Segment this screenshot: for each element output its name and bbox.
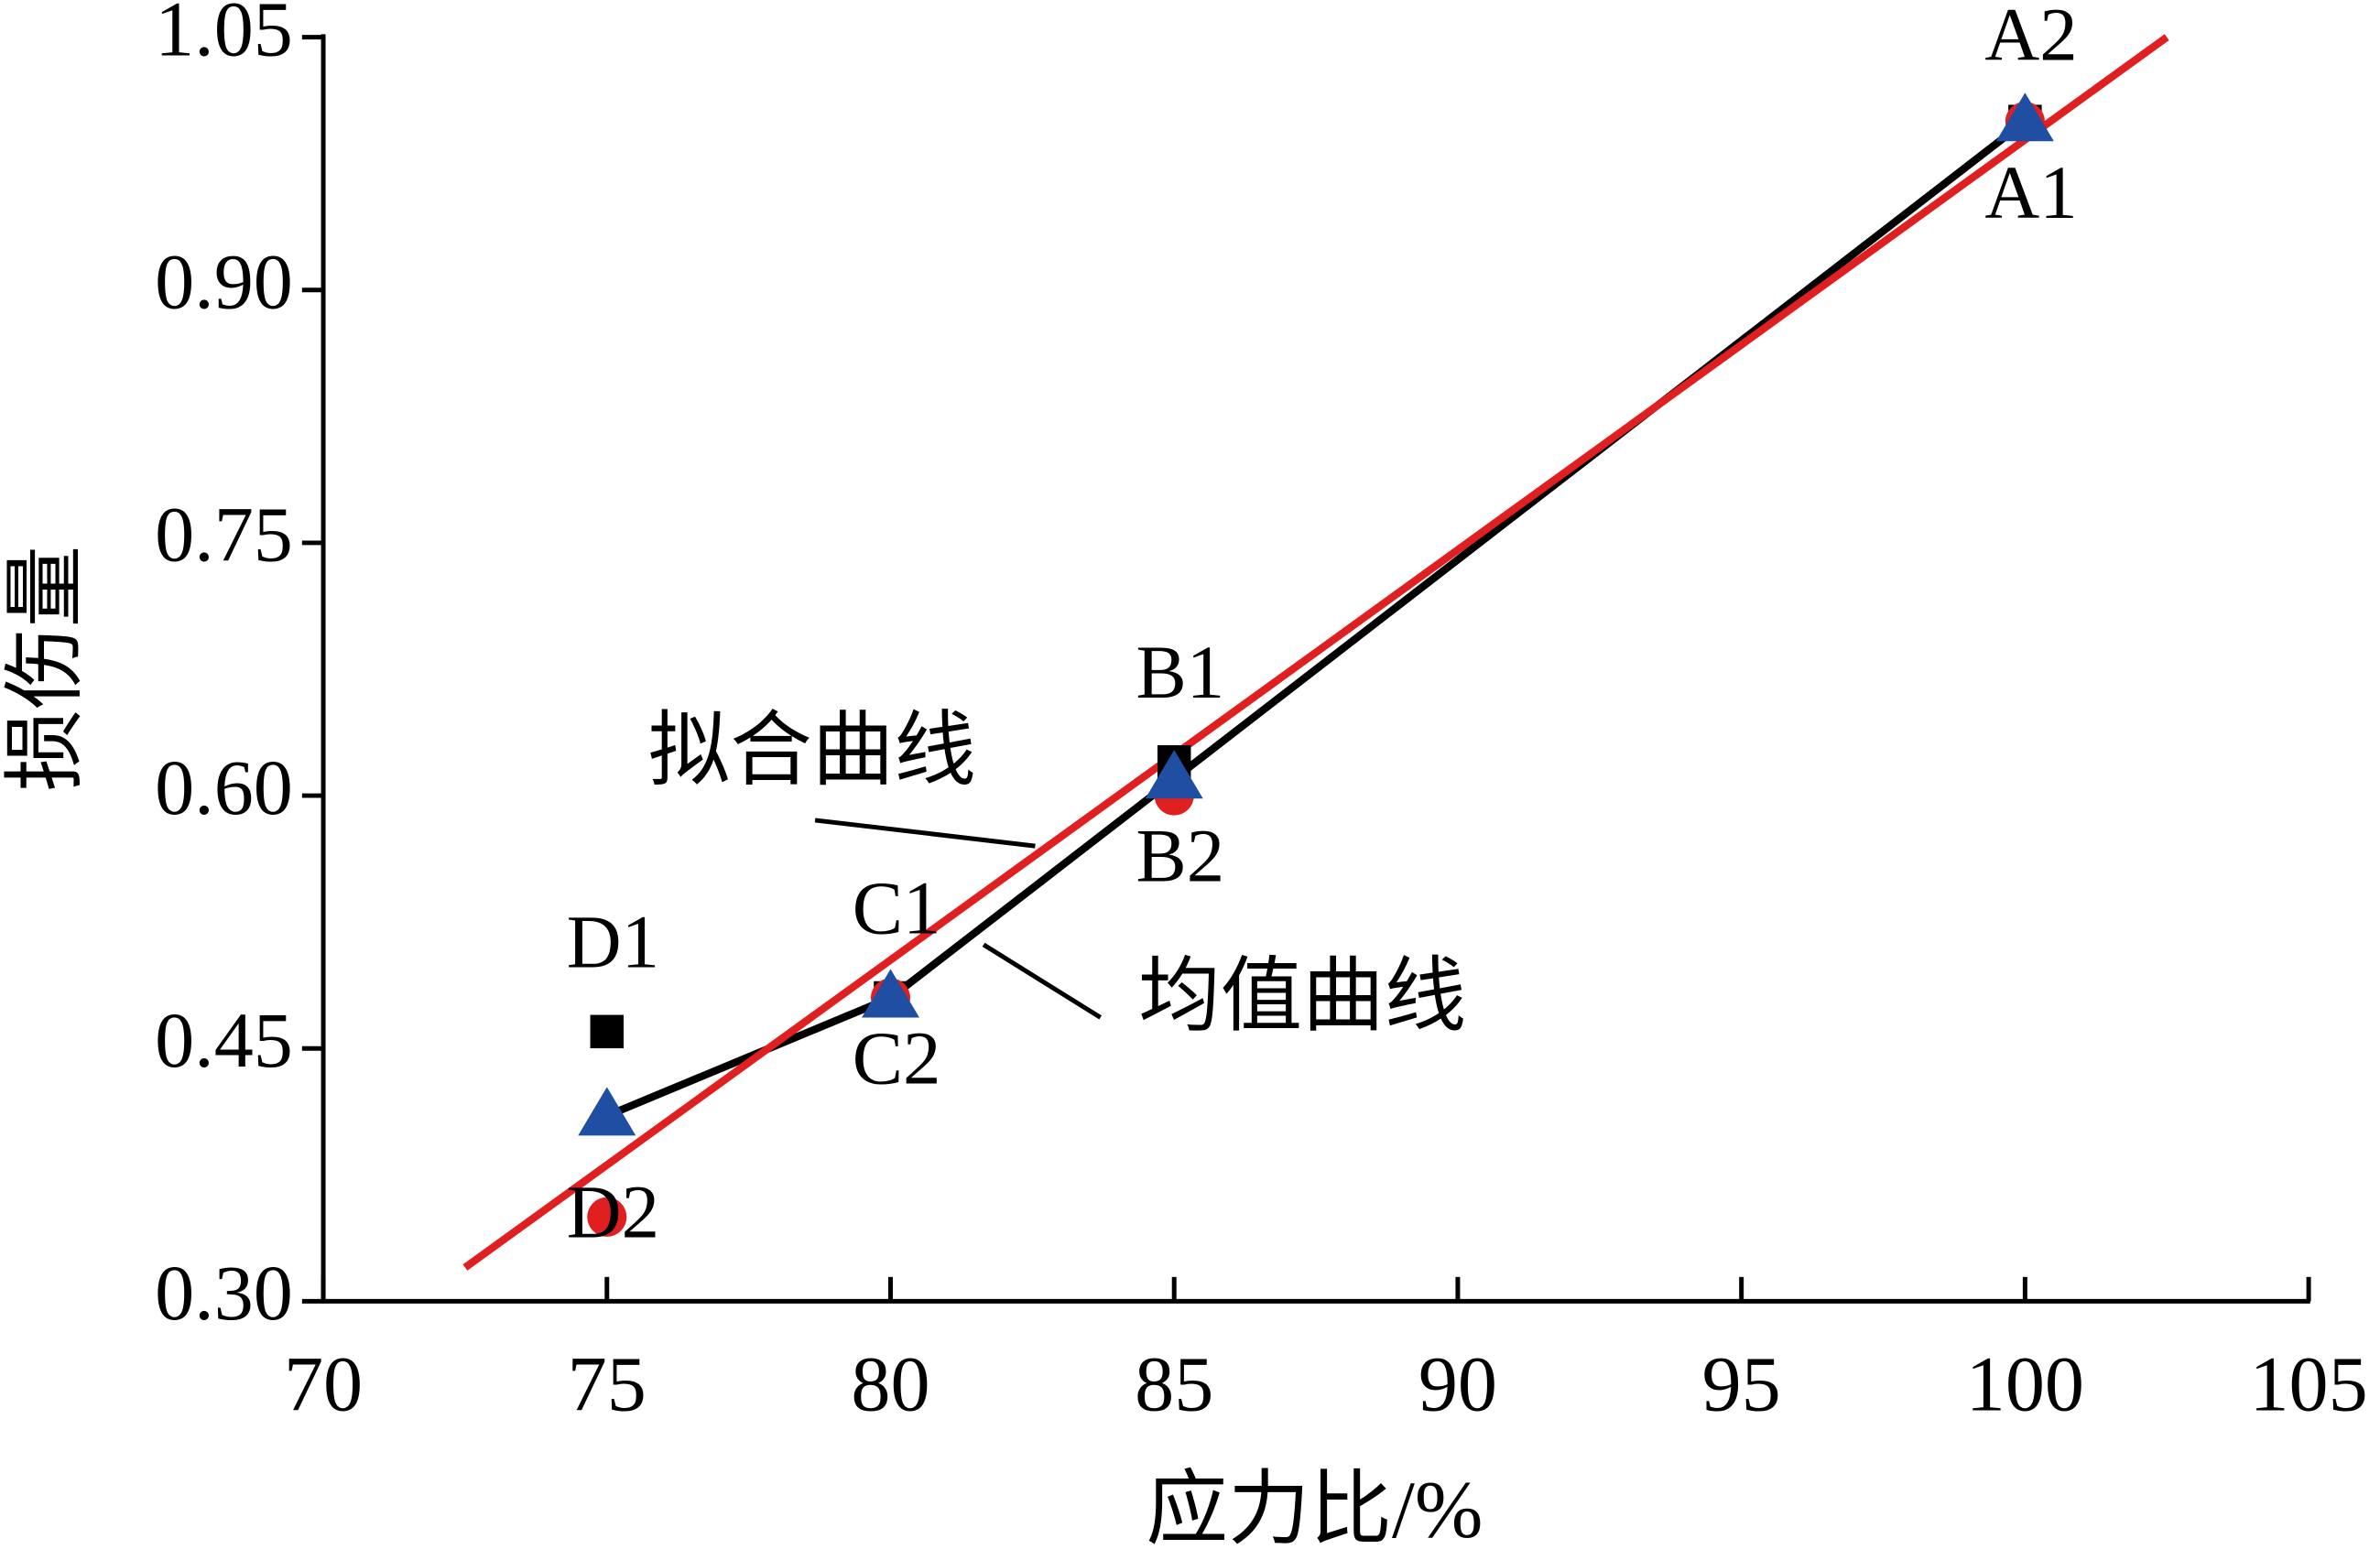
x-tick-label: 105 <box>2249 1340 2367 1428</box>
y-tick-label: 1.05 <box>155 0 293 72</box>
point-label: B2 <box>1136 814 1224 898</box>
point-label: C1 <box>853 865 941 949</box>
x-axis-label: 应力比/% <box>1146 1465 1483 1555</box>
x-tick-label: 85 <box>1135 1340 1213 1428</box>
point-label: D2 <box>567 1170 659 1254</box>
x-tick-label: 95 <box>1702 1340 1781 1428</box>
y-tick-label: 0.90 <box>155 238 293 326</box>
point-label: A1 <box>1984 150 2077 234</box>
x-tick-label: 75 <box>568 1340 647 1428</box>
point-label: C2 <box>853 1016 941 1100</box>
x-tick-label: 70 <box>284 1340 363 1428</box>
x-tick-label: 80 <box>851 1340 929 1428</box>
point <box>1995 92 2054 142</box>
annotation-leader <box>814 818 1036 849</box>
point-label: D1 <box>567 899 659 983</box>
series-annotation: 拟合曲线 <box>648 706 976 796</box>
point <box>578 1087 636 1136</box>
y-tick-label: 0.45 <box>155 996 293 1084</box>
series-annotation: 均值曲线 <box>1138 952 1466 1043</box>
x-tick-label: 100 <box>1966 1340 2084 1428</box>
y-axis-label: 损伤量 <box>1 546 92 792</box>
point-label: B1 <box>1136 630 1224 714</box>
x-tick-label: 90 <box>1418 1340 1497 1428</box>
point <box>862 969 919 1018</box>
y-tick-label: 0.30 <box>155 1249 293 1337</box>
y-tick-label: 0.75 <box>155 491 293 579</box>
point <box>1145 750 1203 799</box>
y-tick-label: 0.60 <box>155 743 293 831</box>
point-label: A2 <box>1984 0 2077 77</box>
series-line <box>462 34 2169 1271</box>
point <box>590 1014 625 1049</box>
annotation-leader <box>982 942 1103 1020</box>
point <box>587 1197 627 1237</box>
